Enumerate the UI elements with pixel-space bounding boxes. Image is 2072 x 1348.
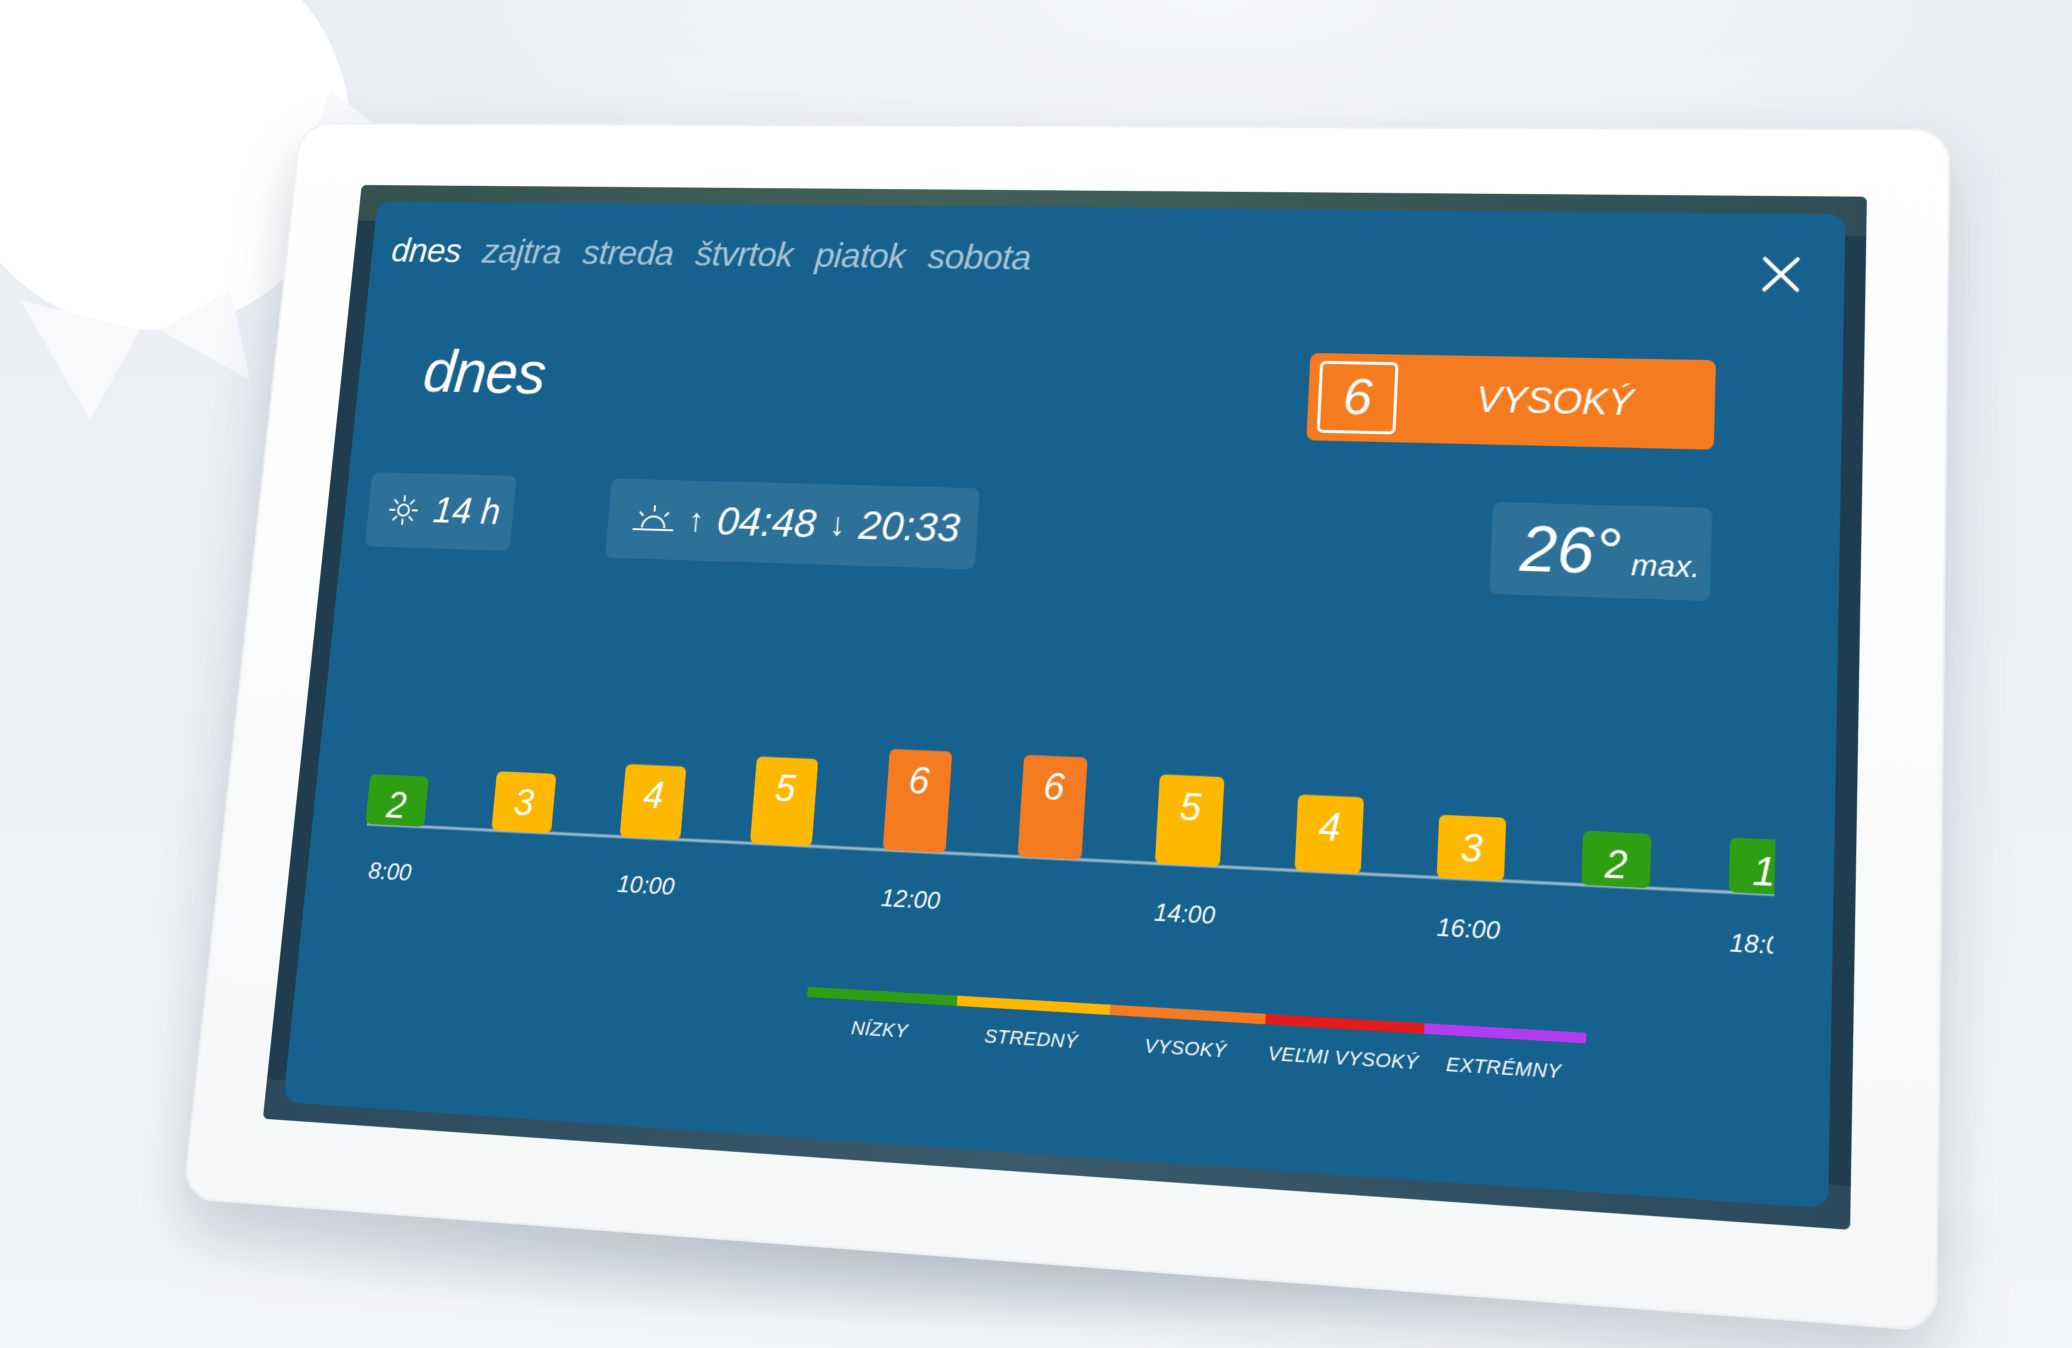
sunset-time: 20:33: [857, 502, 961, 551]
uv-hourly-chart: 28:003 410:005 612:006 514:004 316:002 118:00: [336, 633, 1779, 1033]
legend-label: EXTRÉMNY: [1446, 1054, 1562, 1084]
legend-label: NÍZKY: [850, 1018, 908, 1044]
legend-color-1: [807, 987, 957, 1006]
uv-index-badge: 6 VYSOKÝ: [1306, 353, 1716, 450]
x-tick-label: 14:00: [1153, 898, 1216, 929]
tablet-frame: dnes zajtra streda štvrtok piatok sobota…: [182, 123, 1950, 1332]
uv-bar-value-label: 2: [384, 784, 408, 827]
legend-color-4: [1265, 1014, 1424, 1034]
x-tick-label: 8:00: [367, 857, 413, 886]
sunshine-hours-value: 14 h: [431, 491, 502, 533]
max-temperature-value: 26°: [1519, 512, 1622, 589]
sun-icon: [387, 494, 421, 526]
sunshine-hours-box: 14 h: [365, 472, 517, 551]
uv-forecast-panel: dnes zajtra streda štvrtok piatok sobota…: [283, 201, 1845, 1208]
uv-bar-value-label: 1: [1752, 848, 1776, 895]
tab-dnes[interactable]: dnes: [390, 232, 463, 271]
sunrise-sunset-box: ↑ 04:48 ↓ 20:33: [605, 478, 980, 569]
tablet-screen: dnes zajtra streda štvrtok piatok sobota…: [263, 185, 1867, 1230]
tablet-device: dnes zajtra streda štvrtok piatok sobota…: [188, 100, 1908, 1250]
uv-bar-value-label: 4: [1318, 805, 1342, 850]
uv-bar-value-label: 6: [1042, 765, 1066, 809]
max-temperature-box: 26° max.: [1489, 502, 1712, 601]
x-tick-label: 12:00: [880, 884, 941, 915]
sunrise-time: 04:48: [715, 498, 818, 547]
legend-color-5: [1424, 1023, 1586, 1043]
tab-piatok[interactable]: piatok: [814, 236, 907, 276]
day-tabs: dnes zajtra streda štvrtok piatok sobota: [390, 232, 1032, 278]
legend-label: STREDNÝ: [984, 1026, 1079, 1054]
uv-bar-value-label: 6: [907, 759, 931, 803]
page-title: dnes: [420, 337, 548, 407]
uv-bar-value-label: 4: [642, 774, 666, 817]
max-temperature-label: max.: [1631, 549, 1701, 585]
sunrise-arrow-icon: ↑: [687, 502, 706, 539]
tab-zajtra[interactable]: zajtra: [481, 233, 563, 272]
uv-bar-value-label: 3: [1459, 825, 1483, 871]
tab-streda[interactable]: streda: [581, 234, 675, 273]
uv-bar-value-label: 5: [1179, 784, 1204, 829]
uv-bar-value-label: 3: [512, 781, 536, 824]
sunrise-icon: [631, 503, 677, 536]
legend-color-3: [1110, 1005, 1266, 1025]
sunset-arrow-icon: ↓: [828, 506, 847, 544]
tab-stvrtok[interactable]: štvrtok: [694, 235, 795, 275]
x-tick-label: 16:00: [1436, 913, 1501, 945]
x-tick-label: 10:00: [616, 870, 676, 900]
legend-label: VYSOKÝ: [1144, 1036, 1227, 1064]
uv-bar-value-label: 2: [1603, 841, 1628, 887]
tab-sobota[interactable]: sobota: [927, 238, 1033, 278]
legend-label: VEĽMI VYSOKÝ: [1267, 1043, 1419, 1075]
x-tick-label: 18:00: [1729, 928, 1778, 961]
legend-color-2: [957, 996, 1110, 1015]
uv-level-label: VYSOKÝ: [1396, 378, 1715, 426]
close-icon[interactable]: [1755, 250, 1807, 298]
uv-index-number: 6: [1317, 361, 1399, 435]
